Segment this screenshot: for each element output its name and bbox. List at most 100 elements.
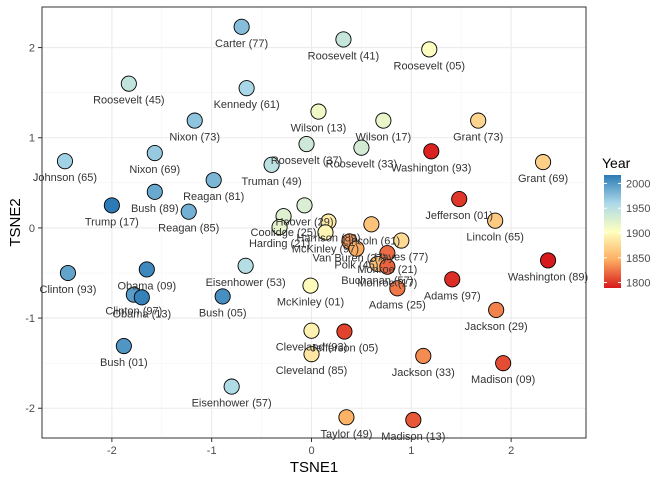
point-label: Madison (13): [381, 431, 445, 443]
point-label: Trump (17): [85, 216, 139, 228]
point-label: Jackson (33): [392, 367, 455, 379]
point-label: Monroe (21): [357, 264, 417, 276]
point-label: Clinton (93): [40, 284, 97, 296]
data-point: [310, 103, 327, 120]
x-tick-label: 1: [408, 445, 414, 457]
data-point: [348, 240, 365, 257]
x-tick-label: 2: [508, 445, 514, 457]
legend-tick-label: 1850: [626, 253, 650, 265]
data-point: [205, 172, 222, 189]
legend-title: Year: [602, 155, 631, 171]
point-label: Roosevelt (41): [308, 50, 380, 62]
point-label: Jackson (29): [465, 321, 528, 333]
data-point: [238, 80, 255, 97]
data-point: [146, 145, 163, 162]
data-point: [363, 216, 380, 233]
point-label: Adams (97): [424, 290, 481, 302]
point-label: Washington (89): [508, 271, 588, 283]
point-label: Grant (69): [518, 173, 568, 185]
axes: -2 -1 0 1 2 -2 -1 0 1 2: [25, 43, 514, 457]
y-tick-label: 1: [29, 133, 35, 145]
point-label: McKinley (01): [277, 297, 344, 309]
data-point: [379, 258, 396, 275]
x-axis-title: TSNE1: [290, 459, 338, 476]
data-point: [423, 143, 440, 160]
point-label: Nixon (69): [129, 164, 180, 176]
data-point: [393, 232, 410, 249]
data-point: [375, 112, 392, 129]
point-label: Bush (05): [199, 307, 247, 319]
data-point: [56, 153, 74, 170]
data-point: [180, 203, 197, 220]
x-tick-label: -2: [107, 445, 117, 457]
data-point: [338, 409, 355, 426]
point-label: Bush (01): [100, 357, 148, 369]
color-legend: Year 1800 1850 1900 1950 2000: [602, 155, 650, 290]
point-label: Harding (21): [249, 238, 310, 250]
data-point: [59, 264, 77, 282]
data-point: [302, 277, 319, 294]
point-label: Cleveland (85): [276, 365, 348, 377]
data-point: [120, 75, 137, 92]
point-label: Lincoln (65): [466, 232, 523, 244]
point-label: Grant (73): [453, 132, 503, 144]
point-label: Polk (45): [334, 260, 378, 272]
grid-lines: [42, 7, 586, 438]
point-label: Clinton (97): [105, 306, 162, 318]
legend-tick-label: 1950: [626, 203, 650, 215]
data-point: [263, 156, 280, 173]
point-label: Hoover (29): [275, 216, 333, 228]
data-point: [303, 322, 320, 339]
data-point: [415, 347, 432, 364]
data-point: [303, 346, 320, 363]
data-point: [444, 271, 461, 288]
point-label: Nixon (73): [169, 132, 220, 144]
point-label: Bush (89): [131, 203, 179, 215]
point-label: Eisenhower (53): [206, 277, 286, 289]
point-label: Monroe (17): [357, 278, 417, 290]
legend-colorbar: [604, 175, 621, 288]
point-label: Adams (25): [369, 299, 426, 311]
data-point: [336, 323, 353, 340]
x-tick-label: 0: [308, 445, 314, 457]
data-point: [487, 212, 504, 229]
point-label: Buchanan (57): [341, 275, 413, 287]
data-point: [470, 112, 487, 129]
data-point: [495, 355, 512, 372]
y-tick-label: -2: [25, 403, 35, 415]
point-label: Truman (49): [242, 176, 302, 188]
y-axis-title: TSNE2: [7, 198, 24, 246]
data-point: [186, 112, 203, 129]
data-point: [389, 280, 406, 297]
data-point: [451, 191, 468, 208]
point-label: Jefferson (01): [425, 210, 493, 222]
data-point: [421, 41, 438, 58]
point-label: Cleveland (93): [276, 342, 348, 354]
plot-border: [41, 6, 587, 439]
legend-ticks: 1800 1850 1900 1950 2000: [604, 178, 650, 290]
data-point: [146, 183, 163, 200]
y-tick-label: 0: [29, 223, 35, 235]
y-tick-label: 2: [29, 43, 35, 55]
point-label: Madison (09): [471, 374, 535, 386]
data-point: [103, 197, 120, 214]
point-label: Obama (09): [117, 280, 176, 292]
point-label: Van Buren (37): [313, 252, 387, 264]
point-label: Roosevelt (37): [271, 155, 343, 167]
data-point: [405, 411, 422, 429]
point-label: Obama (13): [112, 308, 171, 320]
point-label: Reagan (81): [183, 191, 244, 203]
legend-tick-label: 1800: [626, 278, 650, 290]
point-label: Carter (77): [215, 38, 268, 50]
data-point: [214, 288, 231, 305]
x-tick-label: -1: [207, 445, 217, 457]
y-tick-label: -1: [25, 313, 35, 325]
data-point: [133, 289, 150, 306]
point-label: Coolidge (25): [251, 227, 317, 239]
point-label: Roosevelt (05): [394, 60, 466, 72]
legend-tick-label: 2000: [626, 178, 650, 190]
data-point: [535, 154, 552, 171]
point-label: Wilson (17): [356, 132, 412, 144]
point-label: Harrison (89): [296, 233, 360, 245]
